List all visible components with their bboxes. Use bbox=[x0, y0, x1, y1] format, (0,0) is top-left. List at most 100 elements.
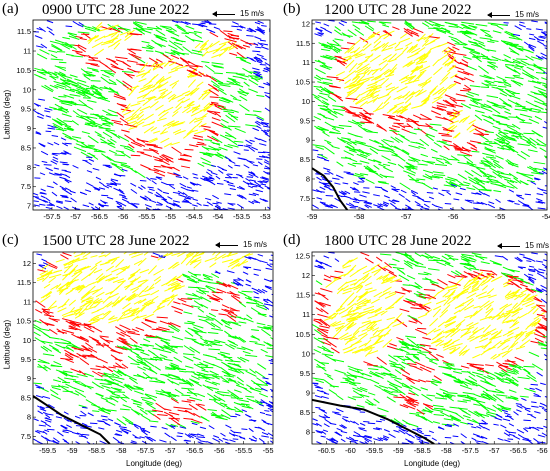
wind-vector bbox=[327, 111, 338, 118]
wind-vector bbox=[408, 91, 416, 97]
wind-vector bbox=[103, 310, 111, 316]
wind-vector bbox=[356, 370, 364, 376]
wind-vector bbox=[384, 292, 397, 299]
wind-vector bbox=[188, 31, 197, 34]
wind-vector bbox=[231, 25, 239, 28]
wind-vector bbox=[323, 203, 330, 208]
y-tick-label: 7.5 bbox=[21, 432, 31, 441]
wind-vector bbox=[483, 103, 492, 108]
wind-vector bbox=[408, 257, 419, 265]
x-tick-label: -59 bbox=[307, 212, 318, 221]
wind-vector bbox=[492, 404, 503, 413]
wind-vector bbox=[472, 327, 478, 333]
wind-vector bbox=[35, 131, 41, 135]
wind-vector bbox=[432, 23, 441, 28]
wind-vector bbox=[487, 61, 499, 68]
wind-vector bbox=[185, 255, 195, 266]
wind-vector bbox=[528, 44, 537, 48]
wind-vector bbox=[202, 178, 208, 181]
wind-vector bbox=[58, 61, 67, 64]
wind-vector bbox=[422, 301, 432, 307]
wind-vector bbox=[511, 288, 521, 299]
wind-vector bbox=[153, 380, 165, 384]
wind-vector bbox=[61, 82, 72, 89]
wind-vector bbox=[182, 176, 189, 180]
wind-vector bbox=[465, 264, 474, 268]
wind-vector bbox=[335, 174, 344, 179]
wind-vector bbox=[353, 279, 361, 286]
wind-vector bbox=[424, 20, 434, 27]
wind-vector bbox=[323, 46, 332, 50]
wind-vector bbox=[406, 168, 416, 174]
wind-vector bbox=[87, 144, 95, 147]
wind-vector bbox=[504, 439, 511, 443]
wind-vector bbox=[82, 345, 93, 353]
wind-vector bbox=[108, 315, 115, 321]
wind-vector bbox=[542, 317, 547, 320]
wind-vector bbox=[81, 131, 90, 135]
wind-vector bbox=[324, 354, 337, 362]
wind-vector bbox=[230, 393, 239, 400]
wind-vector bbox=[436, 354, 444, 358]
wind-vector bbox=[353, 431, 361, 436]
wind-vector bbox=[245, 144, 252, 147]
wind-vector bbox=[536, 193, 544, 196]
wind-vector bbox=[45, 291, 53, 297]
wind-vector bbox=[77, 336, 90, 343]
wind-vector bbox=[191, 422, 198, 426]
wind-vector bbox=[506, 143, 515, 149]
wind-vector bbox=[110, 32, 118, 38]
wind-vector bbox=[527, 273, 534, 276]
wind-vector bbox=[124, 383, 133, 389]
wind-vector bbox=[202, 360, 215, 366]
wind-vector bbox=[203, 87, 215, 93]
wind-vector bbox=[78, 370, 86, 376]
wind-vector bbox=[534, 104, 544, 110]
wind-vector bbox=[234, 127, 246, 134]
wind-vector bbox=[45, 206, 52, 210]
wind-vector bbox=[260, 46, 269, 50]
wind-vector bbox=[460, 41, 468, 46]
wind-vector bbox=[114, 391, 125, 393]
wind-vector bbox=[315, 27, 323, 33]
wind-vector bbox=[169, 202, 175, 207]
wind-vector bbox=[52, 156, 59, 160]
wind-vector bbox=[351, 75, 360, 81]
wind-vector bbox=[335, 305, 343, 312]
wind-vector bbox=[65, 25, 73, 28]
wind-vector bbox=[334, 29, 343, 36]
wind-vector bbox=[354, 65, 367, 73]
panel-b-plot: -59-58-57-56-55-547.588.599.51010.51111.… bbox=[295, 19, 550, 221]
wind-vector bbox=[243, 266, 249, 270]
wind-vector bbox=[195, 290, 204, 295]
wind-vector bbox=[332, 108, 345, 112]
wind-vector bbox=[211, 411, 219, 417]
wind-vector bbox=[206, 110, 217, 116]
wind-vector bbox=[528, 46, 535, 52]
y-tick-label: 10.5 bbox=[16, 317, 31, 326]
wind-vector bbox=[52, 439, 60, 444]
wind-vector bbox=[508, 199, 515, 203]
wind-vector bbox=[347, 172, 354, 175]
wind-vector bbox=[512, 33, 521, 37]
wind-vector bbox=[443, 116, 454, 123]
wind-vector bbox=[432, 171, 444, 174]
wind-vector bbox=[184, 433, 192, 439]
wind-vector bbox=[326, 375, 334, 381]
wind-vector bbox=[248, 193, 257, 196]
wind-vector bbox=[530, 107, 541, 112]
wind-vector bbox=[420, 442, 424, 444]
wind-vector bbox=[170, 324, 181, 332]
wind-vector bbox=[452, 338, 460, 343]
wind-vector bbox=[69, 325, 82, 332]
wind-vector bbox=[139, 343, 149, 347]
wind-vector bbox=[401, 340, 412, 346]
wind-vector bbox=[64, 125, 74, 130]
wind-vector bbox=[109, 316, 118, 321]
wind-vector bbox=[406, 162, 415, 167]
wind-vector bbox=[524, 407, 531, 410]
wind-vector bbox=[512, 276, 524, 281]
wind-vector bbox=[511, 341, 519, 349]
wind-vector bbox=[84, 27, 97, 32]
wind-vector bbox=[89, 301, 95, 308]
